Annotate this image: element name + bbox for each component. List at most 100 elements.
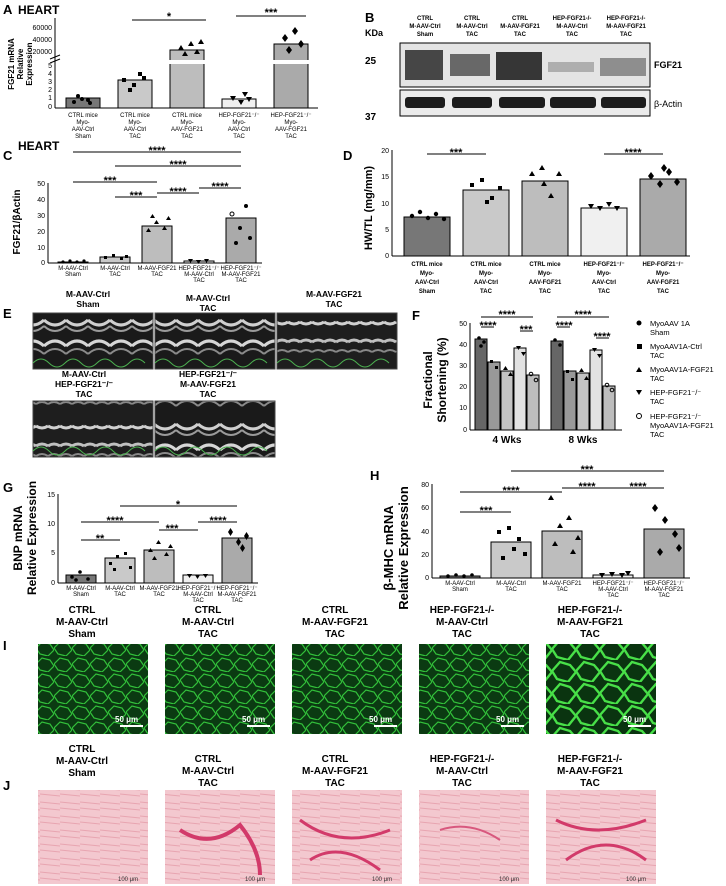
svg-text:AAV-FGF21: AAV-FGF21 [529, 280, 562, 286]
tick-label: 20 [381, 148, 389, 155]
tick-label: 40 [459, 342, 467, 349]
significance-marker: **** [629, 481, 647, 493]
svg-text:HEP-FGF21-/-: HEP-FGF21-/- [430, 605, 494, 616]
significance-marker: **** [574, 309, 592, 321]
legend-marker [636, 413, 642, 419]
svg-text:HEP-FGF21⁻/⁻: HEP-FGF21⁻/⁻ [179, 369, 238, 379]
significance-marker: * [176, 499, 181, 511]
svg-text:Expression: Expression [25, 42, 34, 85]
svg-text:CTRL mice: CTRL mice [411, 262, 443, 268]
bar [117, 79, 153, 109]
significance-marker: *** [581, 464, 595, 476]
svg-text:M-AAV-Ctrl: M-AAV-Ctrl [62, 369, 106, 379]
panel-title: HEART [18, 139, 60, 153]
legend-entry: TAC [650, 397, 665, 406]
svg-text:Sham: Sham [76, 299, 100, 309]
panel-label: D [343, 148, 352, 163]
svg-text:Relative Expression: Relative Expression [25, 481, 39, 595]
svg-text:M-AAV-Ctrl: M-AAV-Ctrl [56, 617, 108, 628]
svg-text:M-AAV-FGF21: M-AAV-FGF21 [500, 24, 540, 30]
svg-text:TAC: TAC [200, 303, 217, 313]
scale-bar-label: 100 μm [245, 877, 265, 883]
svg-text:TAC: TAC [452, 778, 472, 789]
category-labels: CTRL mice Myo- AAV-Ctrl Sham CTRL mice Myo- A… [411, 262, 683, 295]
tick-label: 20 [421, 552, 429, 559]
svg-text:CTRL: CTRL [464, 16, 480, 22]
svg-text:M-AAV-FGF21: M-AAV-FGF21 [222, 272, 262, 278]
scale-bar-label: 50 μm [496, 715, 519, 724]
svg-text:M-AAV-FGF21: M-AAV-FGF21 [302, 617, 368, 628]
panel-b: B KDa CTRL M-AAV-Ctrl Sham CTRL M-AAV-Ctrl T… [365, 10, 682, 123]
svg-text:TAC: TAC [198, 778, 218, 789]
svg-text:HEP-FGF21-/-: HEP-FGF21-/- [558, 605, 622, 616]
svg-text:AAV-FGF21: AAV-FGF21 [171, 127, 204, 133]
svg-text:TAC: TAC [325, 778, 345, 789]
legend-marker [637, 344, 642, 349]
data-points [446, 495, 682, 578]
tick-label: 10 [381, 201, 389, 208]
svg-text:M-AAV-Ctrl: M-AAV-Ctrl [66, 289, 110, 299]
svg-text:CTRL: CTRL [417, 16, 433, 22]
scale-bar-label: 50 μm [623, 715, 646, 724]
fluorescence-images [38, 644, 656, 734]
bar [439, 575, 481, 579]
svg-text:M-AAV-Ctrl: M-AAV-Ctrl [184, 272, 214, 278]
svg-text:TAC: TAC [109, 272, 121, 278]
group-label: 8 Wks [569, 435, 598, 446]
scale-bar-label: 50 μm [115, 715, 138, 724]
data-points [72, 27, 304, 105]
data-points [477, 336, 615, 393]
bar [541, 530, 583, 579]
svg-text:TAC: TAC [452, 629, 472, 640]
svg-text:AAV-Ctrl: AAV-Ctrl [592, 280, 617, 286]
bars [474, 338, 616, 431]
panel-label: E [3, 306, 12, 321]
bar [141, 225, 173, 264]
tick-label: 15 [47, 492, 55, 499]
scale-bar-label: 50 μm [369, 715, 392, 724]
group-label: 4 Wks [493, 435, 522, 446]
tick-label: 5 [385, 227, 389, 234]
svg-text:Sham: Sham [68, 768, 95, 779]
svg-text:AAV-Ctrl: AAV-Ctrl [474, 280, 499, 286]
legend-entry: TAC [650, 374, 665, 383]
mw-marker: 37 [365, 112, 377, 123]
legend-entry: HEP-FGF21⁻/⁻ [650, 412, 701, 421]
y-axis-label: BNP mRNA Relative Expression [11, 481, 39, 595]
tick-label: 50 [459, 321, 467, 328]
band-label: FGF21 [654, 60, 682, 70]
svg-text:Sham: Sham [65, 272, 81, 278]
data-points [70, 528, 249, 582]
svg-text:Myo-: Myo- [656, 271, 670, 277]
y-axis-label: FGF21/βActin [12, 190, 23, 255]
svg-text:Sham: Sham [417, 32, 433, 38]
tick-label: 5 [48, 63, 52, 70]
panel-h: H β-MHC mRNA Relative Expression 80 60 4… [370, 464, 690, 610]
panel-title: HEART [18, 3, 60, 17]
svg-text:AAV-Ctrl: AAV-Ctrl [72, 127, 95, 133]
data-points [409, 164, 680, 222]
svg-text:M-AAV-Ctrl: M-AAV-Ctrl [66, 586, 96, 592]
bar [643, 528, 685, 579]
svg-text:TAC: TAC [580, 629, 600, 640]
svg-text:BNP mRNA: BNP mRNA [11, 505, 25, 570]
svg-text:M-AAV-Ctrl: M-AAV-Ctrl [456, 24, 488, 30]
svg-text:M-AAV-Ctrl: M-AAV-Ctrl [186, 293, 230, 303]
tick-label: 50 [37, 181, 45, 188]
bar [639, 178, 687, 257]
svg-text:CTRL: CTRL [195, 754, 222, 765]
svg-text:TAC: TAC [657, 289, 670, 295]
y-axis-label: FGF21 mRNA Relative Expression [7, 38, 34, 90]
bar [221, 98, 257, 109]
panel-label: G [3, 480, 13, 495]
svg-text:CTRL mice: CTRL mice [68, 113, 98, 119]
svg-text:TAC: TAC [153, 592, 165, 598]
svg-text:M-AAV-Ctrl: M-AAV-Ctrl [496, 581, 526, 587]
panel-label: I [3, 638, 7, 653]
tick-label: 60 [421, 505, 429, 512]
